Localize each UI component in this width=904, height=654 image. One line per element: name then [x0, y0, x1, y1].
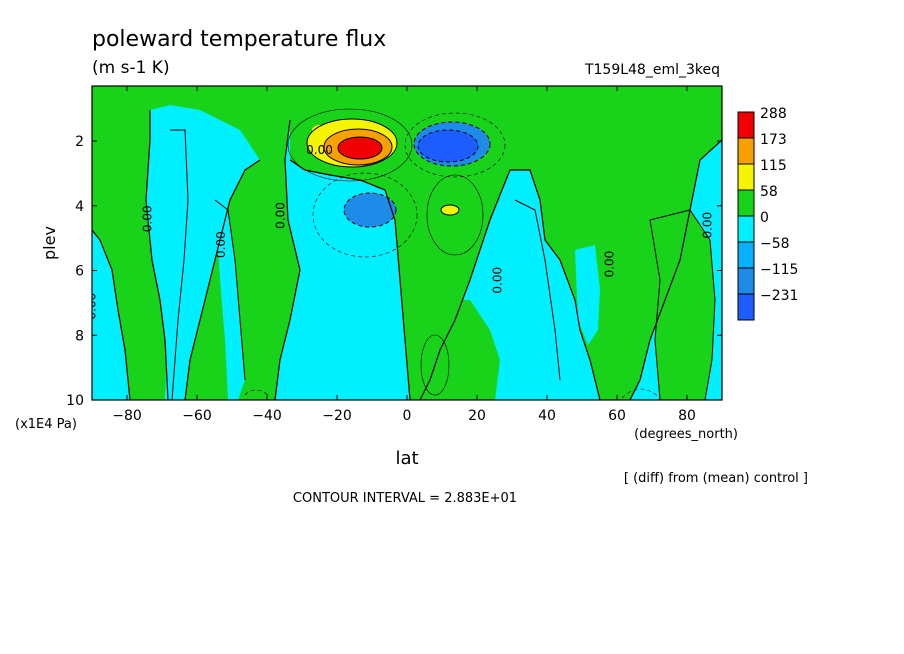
contour-zero-9	[214, 199, 246, 381]
contour-label: 0.00	[603, 251, 617, 278]
legend-label: 115	[760, 158, 787, 174]
region-zero-pos-fareast	[650, 210, 715, 400]
feature-small-yellow	[312, 125, 328, 135]
legend-label: −115	[760, 262, 798, 278]
run-label: T159L48_eml_3keq	[584, 62, 720, 78]
streak-negative-1	[165, 130, 188, 400]
contour-zero-1	[274, 119, 301, 400]
legend-swatch	[737, 241, 755, 269]
contour-positive-lower	[440, 204, 460, 216]
feature-positive-lower	[441, 205, 459, 215]
contour-zero-8	[170, 129, 189, 400]
contour-labels: 0.00 0.00 0.00 0.00 0.00 0.00 0.00 0.00	[85, 143, 715, 320]
legend-label: −231	[760, 288, 798, 304]
contour-zero-7	[184, 159, 261, 400]
feature-positive-red	[338, 137, 382, 159]
contour-label: 0.00	[214, 231, 228, 258]
x-tick-label: −20	[322, 408, 352, 424]
plot-area: 0.00 0.00 0.00 0.00 0.00 0.00 0.00 0.00	[85, 86, 722, 400]
legend-swatch	[737, 215, 755, 243]
x-tick-label: −60	[182, 408, 212, 424]
feature-negative-deep	[418, 130, 478, 162]
contour-positive-lower-outer	[426, 174, 484, 256]
y-tick-label: 10	[66, 393, 84, 409]
contour-zero-5	[419, 169, 601, 400]
contour-label: 0.00	[491, 267, 505, 294]
contour-zero-3	[145, 110, 169, 400]
contour-negative-1	[413, 121, 491, 167]
region-zero-pos-west	[92, 86, 168, 400]
y-axis-label: plev	[40, 226, 59, 260]
x-tick-label: 60	[608, 408, 626, 424]
x-axis: −80 −60 −40 −20 0 20 40 60 80	[112, 86, 696, 424]
streak-negative-4	[575, 245, 600, 345]
contour-zero-10	[514, 199, 561, 381]
region-zero-pos-north	[290, 86, 722, 400]
chart-title: poleward temperature flux	[92, 27, 386, 52]
contour-negative-outer	[404, 112, 506, 178]
contour-positive-2	[323, 128, 393, 166]
chart-units: (m s-1 K)	[92, 58, 170, 78]
contour-label: 0.00	[274, 202, 288, 229]
contour-label: 0.00	[141, 205, 155, 232]
streak-negative-2	[215, 200, 245, 400]
legend-swatch	[737, 163, 755, 191]
x-tick-label: −80	[112, 408, 142, 424]
contour-interval: CONTOUR INTERVAL = 2.883E+01	[293, 491, 517, 506]
y-tick-label: 6	[75, 264, 84, 280]
x-tick-label: 40	[538, 408, 556, 424]
contour-negative-weak-2	[621, 388, 661, 399]
legend-swatch	[737, 111, 755, 139]
contour-negative-weak-1	[244, 389, 269, 396]
contour-label: 0.00	[306, 143, 333, 157]
legend-label: 58	[760, 184, 778, 200]
contour-lines	[92, 108, 722, 400]
contour-negative-2	[417, 129, 479, 163]
contour-label: 0.00	[85, 293, 99, 320]
x-tick-label: −40	[252, 408, 282, 424]
contour-zero-6	[92, 229, 131, 400]
legend-label: 288	[760, 106, 787, 122]
region-zero-pos-east	[420, 300, 500, 400]
x-axis-units: (degrees_north)	[634, 427, 738, 442]
contour-positive-3	[337, 136, 383, 160]
contour-zero-2	[289, 159, 411, 400]
contour-zero-4	[629, 139, 722, 400]
contour-zero-11	[649, 209, 716, 400]
legend-swatch	[737, 137, 755, 165]
legend-label: 0	[760, 210, 769, 226]
legend-swatch	[737, 267, 755, 295]
y-tick-label: 2	[75, 134, 84, 150]
y-tick-label: 4	[75, 199, 84, 215]
contour-positive-1	[306, 118, 398, 168]
y-axis-units: (x1E4 Pa)	[15, 417, 77, 432]
x-tick-label: 0	[403, 408, 412, 424]
y-axis: 2 4 6 8 10	[66, 134, 722, 409]
legend-swatch	[737, 189, 755, 217]
streak-negative-3	[515, 200, 560, 380]
contour-positive-outer	[287, 108, 413, 182]
legend-label: 173	[760, 132, 787, 148]
subtitle: [ (diff) from (mean) control ]	[624, 471, 808, 486]
contour-negative-lower-1	[343, 192, 397, 228]
contour-positive-near-surface	[420, 334, 450, 396]
x-axis-label: lat	[395, 448, 418, 469]
feature-negative-lower	[344, 193, 396, 227]
y-tick-label: 8	[75, 328, 84, 344]
legend-label: −58	[760, 236, 790, 252]
contour-negative-lower-2	[312, 172, 418, 258]
contour-label: 0.00	[701, 212, 715, 239]
streak-negative-5	[92, 300, 112, 385]
x-tick-label: 80	[678, 408, 696, 424]
legend: 288 173 115 58 0 −58 −115 −231	[737, 106, 798, 321]
legend-swatch	[737, 293, 755, 321]
x-tick-label: 20	[468, 408, 486, 424]
